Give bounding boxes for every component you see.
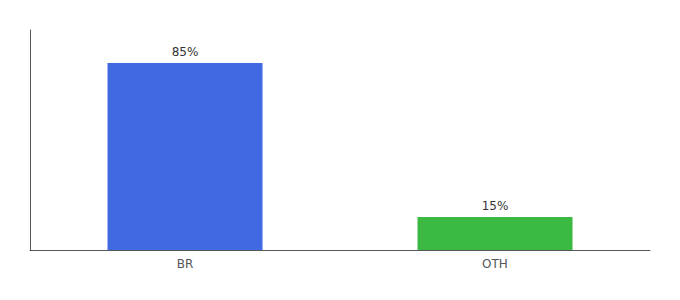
svg-text:85%: 85%: [172, 45, 199, 59]
svg-text:15%: 15%: [482, 199, 509, 213]
svg-text:OTH: OTH: [482, 257, 508, 271]
svg-text:BR: BR: [177, 257, 194, 271]
